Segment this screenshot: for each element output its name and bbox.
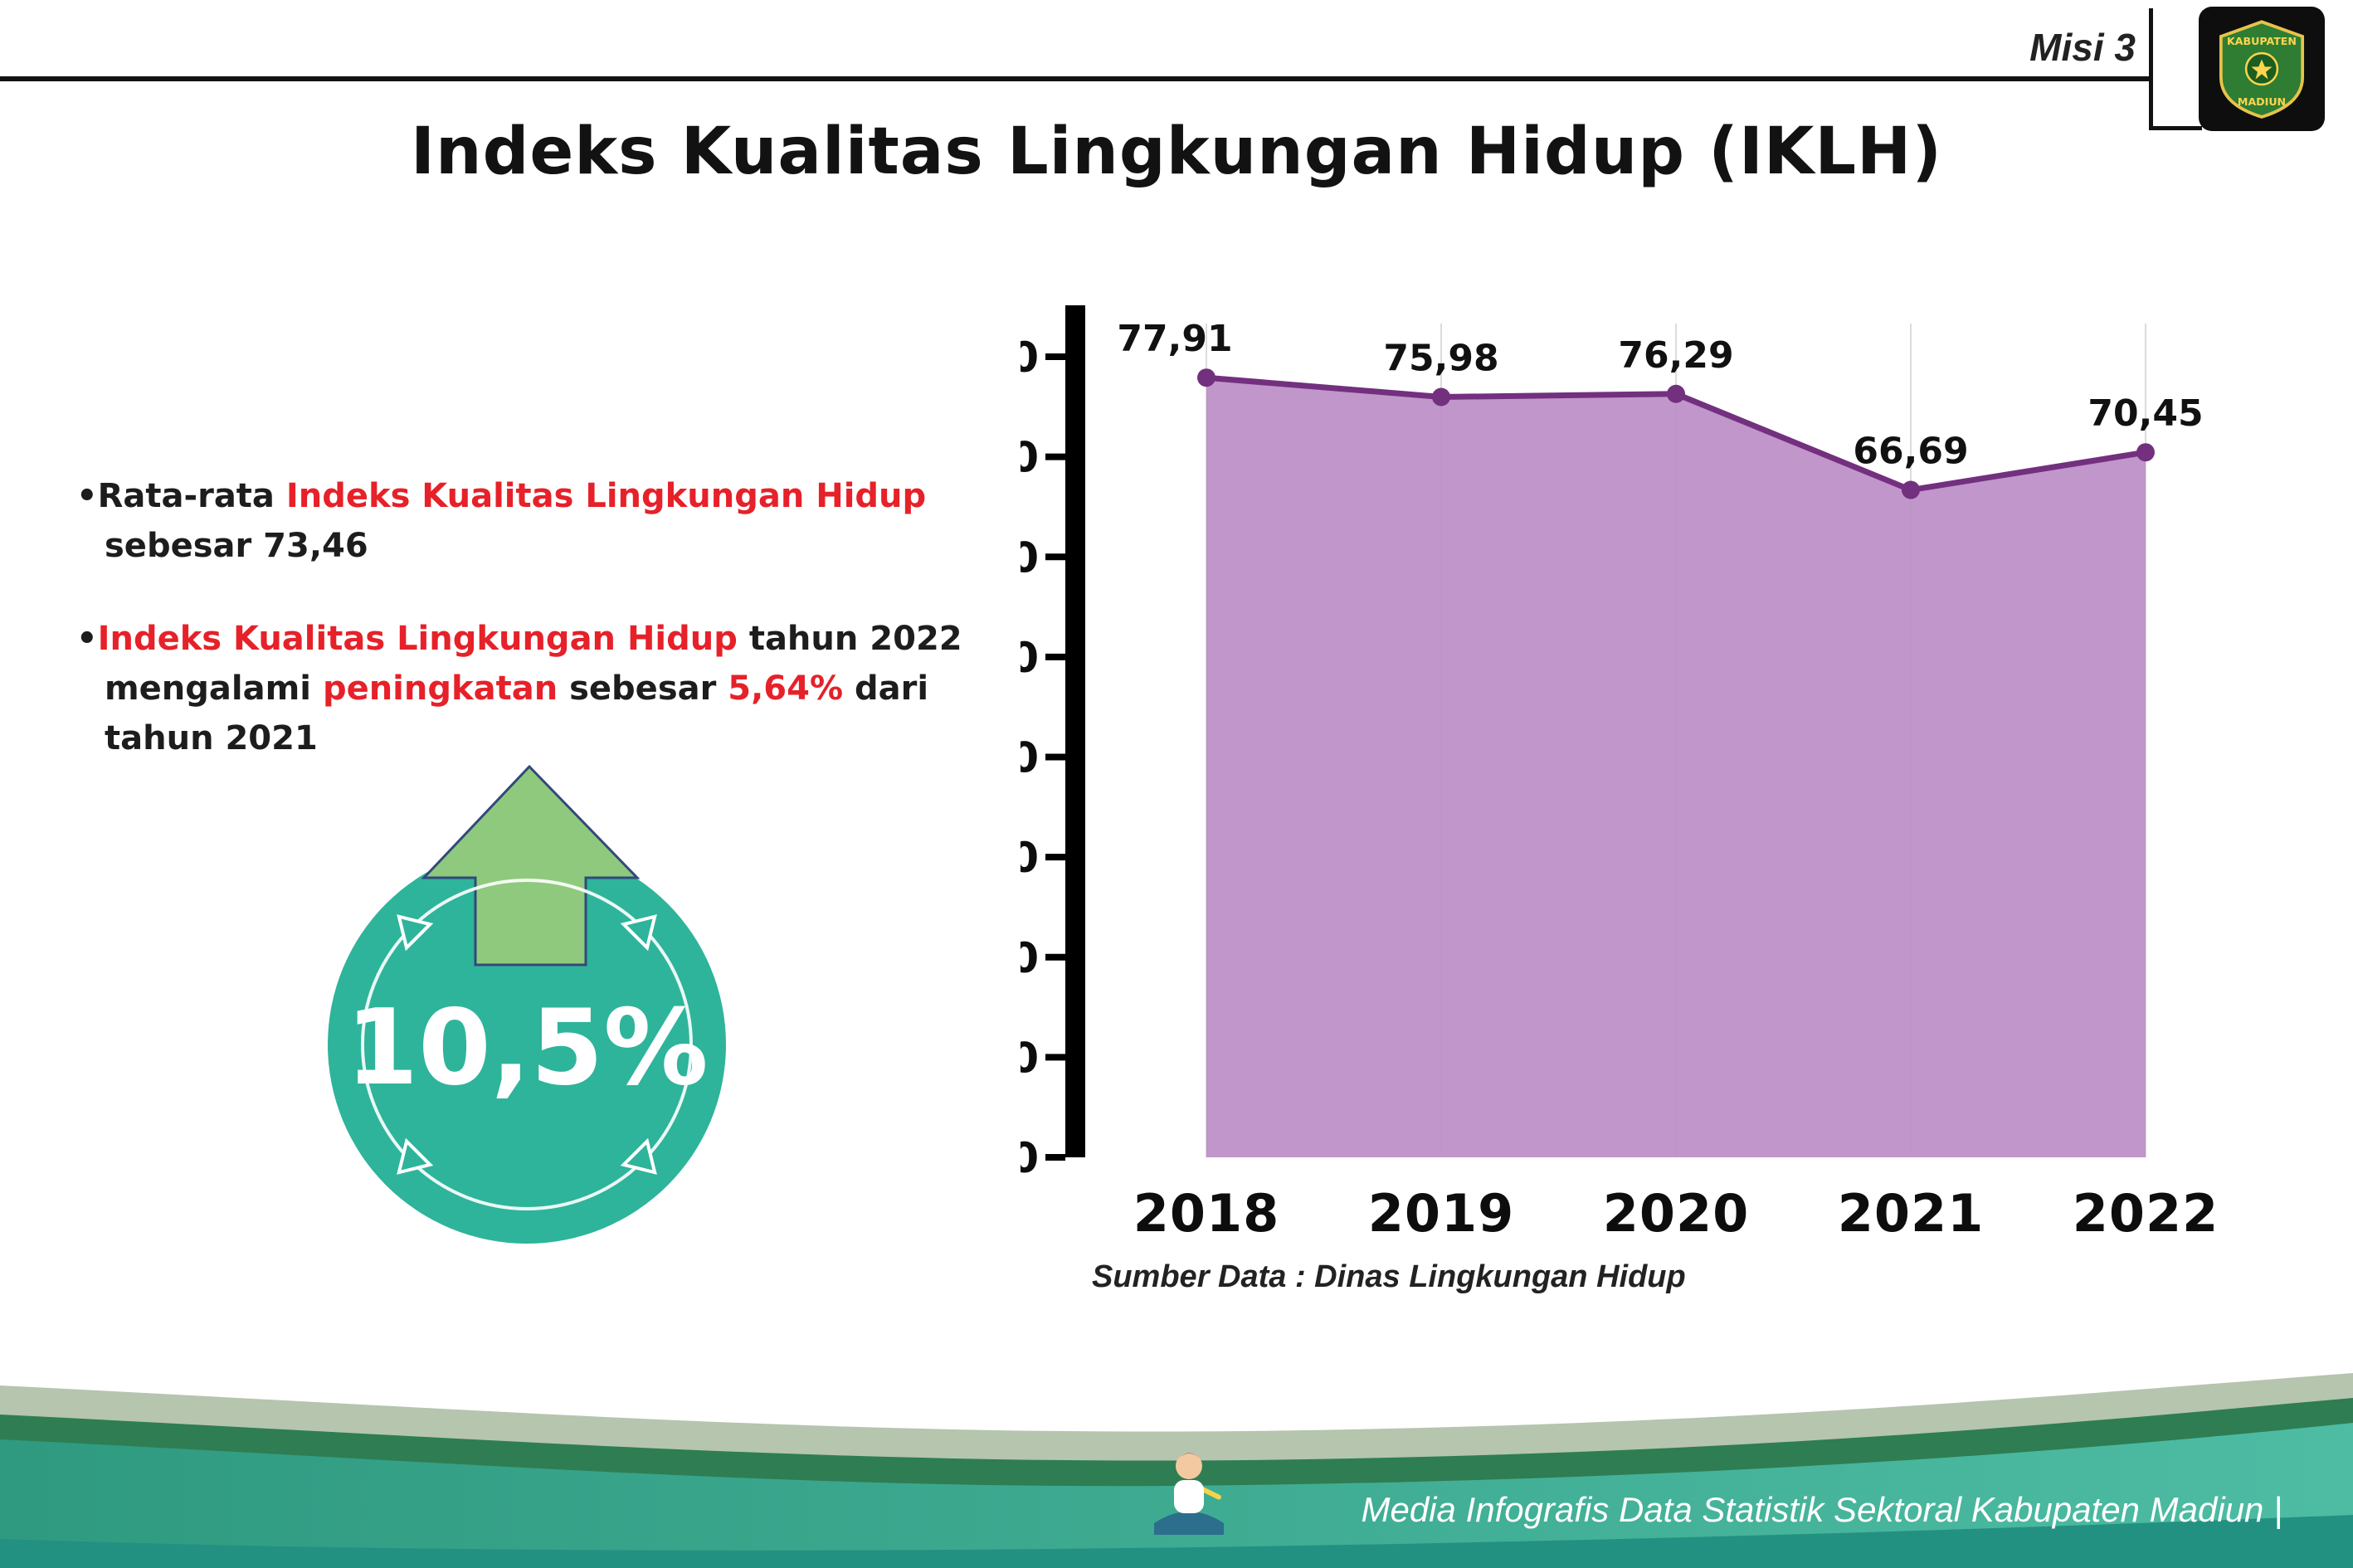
kabupaten-madiun-logo: KABUPATEN MADIUN <box>2199 7 2325 131</box>
bullet2-text2: sebesar <box>558 670 728 708</box>
footer-waves <box>0 1373 2353 1568</box>
bullet2-text: tahun 2022 mengalami <box>105 620 962 708</box>
x-axis-label: 2021 <box>1838 1183 1985 1244</box>
value-label: 70,45 <box>2087 392 2203 435</box>
y-tick-label: 60 <box>1021 533 1039 582</box>
badge-circle <box>328 845 726 1244</box>
bullet2-percent: 5,64% <box>728 670 844 708</box>
page-title: Indeks Kualitas Lingkungan Hidup (IKLH) <box>411 114 1942 189</box>
value-label: 75,98 <box>1383 337 1498 379</box>
badge-triangle <box>620 1137 657 1175</box>
summary-bullets: •Rata-rata Indeks Kualitas Lingkungan Hi… <box>76 471 1018 806</box>
y-tick <box>1045 653 1065 660</box>
y-axis <box>1065 305 1085 1157</box>
y-tick <box>1045 353 1065 360</box>
logo-frame-horizontal <box>2149 126 2202 130</box>
bullet1-highlight: Indeks Kualitas Lingkungan Hidup <box>285 477 927 515</box>
wave-bottom <box>0 1515 2353 1568</box>
bullet2-text3: dari tahun 2021 <box>105 670 929 757</box>
bullet-average: •Rata-rata Indeks Kualitas Lingkungan Hi… <box>76 471 1018 571</box>
bullet-marker: • <box>76 620 98 658</box>
logo-line1: KABUPATEN <box>2227 35 2297 47</box>
badge-value: 10,5% <box>345 986 708 1108</box>
y-tick <box>1045 453 1065 460</box>
chart-point <box>2136 443 2155 462</box>
chart-point <box>1197 368 1215 387</box>
value-label: 77,91 <box>1117 318 1232 360</box>
value-label: 76,29 <box>1618 334 1733 377</box>
header-rule <box>0 76 2151 81</box>
chart-area <box>1206 377 2146 1157</box>
logo-frame-vertical <box>2149 8 2153 129</box>
mission-label: Misi 3 <box>2029 26 2136 69</box>
increase-badge: 10,5% <box>328 764 726 1244</box>
logo-line2: MADIUN <box>2238 95 2286 108</box>
y-tick-label: 30 <box>1021 834 1039 882</box>
x-axis-label: 2018 <box>1133 1183 1280 1244</box>
y-tick <box>1045 1054 1065 1061</box>
y-tick-label: 10 <box>1021 1034 1039 1082</box>
badge-triangle <box>397 914 434 952</box>
x-axis-label: 2022 <box>2073 1183 2219 1244</box>
y-tick <box>1045 1154 1065 1161</box>
value-label: 66,69 <box>1853 431 1968 473</box>
iklh-area-chart: 0 10 20 30 40 50 60 70 80 77,91 75,98 76,29 66,69 70,… <box>1021 305 2219 1244</box>
badge-triangle <box>397 1137 434 1175</box>
bullet1-text: Rata-rata <box>97 477 286 515</box>
chart-point <box>1667 384 1685 403</box>
badge-triangle <box>620 914 657 952</box>
bullet2-highlight: Indeks Kualitas Lingkungan Hidup <box>97 620 738 658</box>
bullet-increase: •Indeks Kualitas Lingkungan Hidup tahun … <box>76 614 1018 763</box>
x-axis-label: 2019 <box>1368 1183 1515 1244</box>
emblem-icon: KABUPATEN MADIUN <box>2219 20 2305 119</box>
mascot-icon <box>1154 1453 1224 1535</box>
y-tick-label: 70 <box>1021 434 1039 482</box>
footer-credit: Media Infografis Data Statistik Sektoral… <box>1361 1490 2282 1529</box>
chart-point <box>1902 480 1920 499</box>
bullet1-value: sebesar 73,46 <box>105 527 368 565</box>
bullet-marker: • <box>76 477 98 515</box>
chart-point <box>1432 387 1450 407</box>
y-tick-label: 20 <box>1021 934 1039 982</box>
x-axis-label: 2020 <box>1603 1183 1750 1244</box>
y-tick-label: 50 <box>1021 634 1039 682</box>
y-tick <box>1045 953 1065 961</box>
y-tick-label: 40 <box>1021 734 1039 782</box>
y-tick <box>1045 854 1065 861</box>
y-tick-label: 0 <box>1021 1134 1039 1182</box>
y-tick-label: 80 <box>1021 334 1039 382</box>
y-tick <box>1045 553 1065 561</box>
up-arrow-icon <box>421 764 641 967</box>
source-note: Sumber Data : Dinas Lingkungan Hidup <box>1092 1259 1686 1294</box>
badge-ring <box>361 879 693 1210</box>
bullet2-keyword: peningkatan <box>322 670 558 708</box>
y-tick <box>1045 753 1065 761</box>
